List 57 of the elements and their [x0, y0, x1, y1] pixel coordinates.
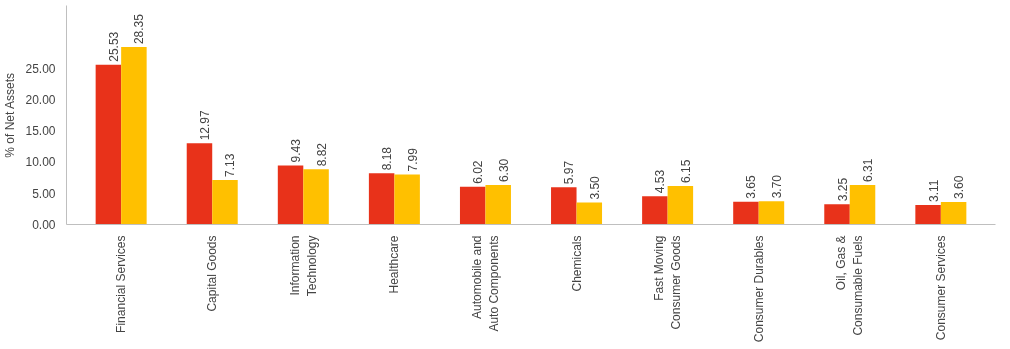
x-tick-label: Oil, Gas & Consumable Fuels	[834, 235, 866, 336]
data-label: 3.11	[926, 179, 941, 203]
bar	[485, 185, 511, 225]
data-label: 7.99	[405, 147, 420, 172]
bar	[733, 201, 759, 225]
bar	[394, 174, 420, 225]
data-label: 5.97	[562, 160, 577, 185]
bar	[277, 165, 304, 225]
bar	[915, 205, 941, 225]
data-label: 3.50	[587, 175, 602, 200]
x-tick-label: Consumer Services	[933, 235, 948, 341]
x-tick-label: Consumer Durables	[751, 235, 766, 343]
bar	[459, 186, 486, 225]
data-label: 3.70	[769, 174, 784, 199]
bar	[368, 173, 395, 225]
data-label: 9.43	[289, 138, 304, 163]
bar	[940, 201, 967, 225]
data-label: 3.25	[835, 177, 850, 202]
data-label: 28.35	[132, 13, 147, 45]
data-label: 4.53	[653, 169, 668, 194]
bar	[576, 202, 603, 225]
y-tick-label: 20.00	[25, 92, 56, 107]
x-tick-label: Information Technology	[287, 235, 319, 297]
x-tick-label: Chemicals	[569, 235, 584, 292]
data-label: 6.02	[471, 160, 486, 184]
bar	[667, 186, 694, 225]
x-tick-label: Healthcare	[387, 235, 402, 294]
bar	[849, 185, 876, 225]
bar	[121, 47, 147, 225]
y-tick-label: 0.00	[32, 218, 56, 232]
data-label: 3.60	[952, 175, 967, 199]
data-label: 3.65	[744, 174, 759, 199]
y-tick-label: 10.00	[25, 155, 56, 170]
data-label: 6.31	[861, 158, 876, 183]
y-axis-title: % of Net Assets	[3, 72, 18, 158]
bar	[824, 204, 850, 225]
bar	[212, 179, 238, 225]
data-label: 6.15	[678, 159, 693, 184]
bar	[186, 143, 213, 225]
bar	[95, 64, 122, 225]
data-label: 8.18	[380, 146, 395, 171]
x-tick-label: Capital Goods	[205, 235, 220, 312]
y-tick-label: 5.00	[32, 186, 56, 201]
bar	[642, 196, 668, 225]
x-tick-label: Financial Services	[114, 235, 129, 333]
x-tick-label: Fast Moving Consumer Goods	[652, 235, 684, 330]
data-label: 12.97	[197, 109, 212, 141]
bar	[303, 169, 329, 225]
bar	[551, 187, 577, 225]
y-tick-label: 25.00	[25, 61, 56, 76]
y-tick-label: 15.00	[25, 124, 56, 139]
x-tick-label: Automobile and Auto Components	[470, 235, 501, 332]
bar	[758, 201, 785, 225]
data-label: 25.53	[106, 31, 121, 62]
data-label: 6.30	[496, 158, 511, 183]
data-label: 7.13	[223, 153, 238, 177]
data-label: 8.82	[314, 142, 329, 167]
